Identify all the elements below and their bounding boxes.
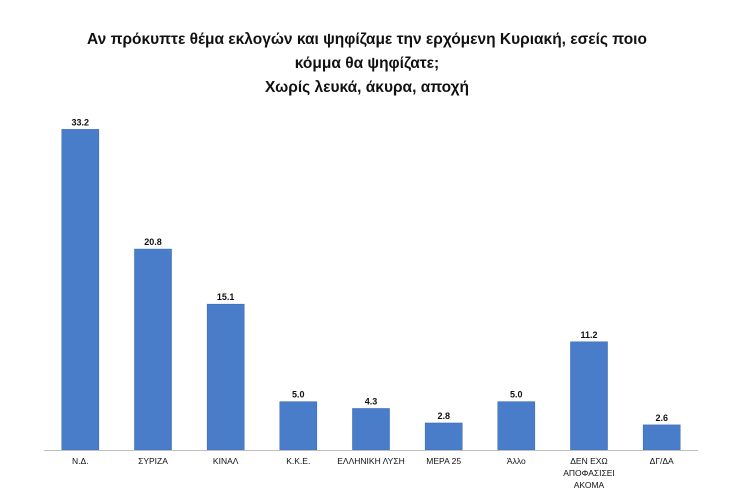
bar-1 <box>134 248 172 451</box>
category-label-4-line-0: ΕΛΛΗΝΙΚΗ ΛΥΣΗ <box>337 456 404 466</box>
bar-5 <box>424 422 463 451</box>
category-label-7: ΔΕΝ ΕΧΩ ΑΠΟΦΑΣΙΣΕΙ ΑΚΟΜΑ <box>563 456 615 490</box>
category-label-1-line-0: ΣΥΡΙΖΑ <box>138 456 168 466</box>
category-label-6: Άλλο <box>507 456 526 466</box>
bars-layer <box>61 129 681 451</box>
category-label-6-line-0: Άλλο <box>507 456 526 466</box>
category-label-1: ΣΥΡΙΖΑ <box>138 456 168 466</box>
category-label-7-line-1: ΑΠΟΦΑΣΙΣΕΙ <box>563 468 615 478</box>
value-labels-layer: 33.2 20.8 15.1 5.0 4.3 2.8 5.0 11.2 2.6 <box>72 117 668 423</box>
value-label-6: 5.0 <box>510 390 523 400</box>
bar-6 <box>497 401 536 451</box>
category-label-0: Ν.Δ. <box>72 456 89 466</box>
category-label-7-line-2: ΑΚΟΜΑ <box>574 480 605 490</box>
category-label-4: ΕΛΛΗΝΙΚΗ ΛΥΣΗ <box>337 456 404 466</box>
bar-3 <box>279 401 318 451</box>
value-label-7: 11.2 <box>580 330 597 340</box>
category-label-3: Κ.Κ.Ε. <box>286 456 310 466</box>
value-label-8: 2.6 <box>655 413 668 423</box>
category-label-2-line-0: ΚΙΝΑΛ <box>213 456 239 466</box>
category-labels-layer: Ν.Δ. ΣΥΡΙΖΑ ΚΙΝΑΛ Κ.Κ.Ε. ΕΛΛΗΝΙΚΗ ΛΥΣΗ ΜΕΡΑ 2… <box>72 456 674 490</box>
category-label-0-line-0: Ν.Δ. <box>72 456 89 466</box>
chart-title: Αν πρόκυπτε θέμα εκλογών και ψηφίζαμε τη… <box>0 28 734 100</box>
category-label-8: ΔΓ/ΔΑ <box>650 456 674 466</box>
value-label-4: 4.3 <box>365 397 378 407</box>
bar-4 <box>352 408 390 451</box>
category-label-8-line-0: ΔΓ/ΔΑ <box>650 456 674 466</box>
bar-2 <box>206 303 245 451</box>
value-label-2: 15.1 <box>217 292 235 302</box>
chart-title-line-1: Αν πρόκυπτε θέμα εκλογών και ψηφίζαμε τη… <box>87 31 647 48</box>
bar-7 <box>570 341 608 451</box>
bar-0 <box>61 129 100 451</box>
category-label-3-line-0: Κ.Κ.Ε. <box>286 456 310 466</box>
category-label-2: ΚΙΝΑΛ <box>213 456 239 466</box>
value-label-1: 20.8 <box>144 237 162 247</box>
bar-8 <box>642 424 681 451</box>
category-label-5: ΜΕΡΑ 25 <box>426 456 461 466</box>
category-label-7-line-0: ΔΕΝ ΕΧΩ <box>570 456 608 466</box>
value-label-3: 5.0 <box>292 390 305 400</box>
chart-title-line-2: κόμμα θα ψηφίζατε; <box>294 55 440 72</box>
category-label-5-line-0: ΜΕΡΑ 25 <box>426 456 461 466</box>
chart-title-line-3: Χωρίς λευκά, άκυρα, αποχή <box>265 79 469 96</box>
value-label-0: 33.2 <box>72 117 90 127</box>
value-label-5: 2.8 <box>437 411 450 421</box>
